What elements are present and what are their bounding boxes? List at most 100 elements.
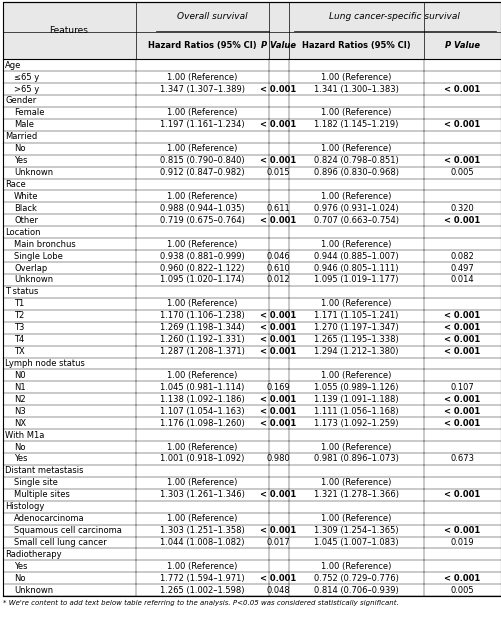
Text: 0.611: 0.611 [266,204,290,213]
Text: < 0.001: < 0.001 [443,216,480,225]
Text: < 0.001: < 0.001 [260,526,296,535]
Text: < 0.001: < 0.001 [443,323,480,332]
Text: 1.303 (1.261–1.346): 1.303 (1.261–1.346) [159,490,244,499]
Text: Histology: Histology [5,502,44,511]
Text: 1.00 (Reference): 1.00 (Reference) [166,478,237,487]
Text: 0.005: 0.005 [450,168,473,177]
Text: 0.082: 0.082 [450,252,473,260]
Text: 0.673: 0.673 [450,454,473,464]
Text: 1.260 (1.192–1.331): 1.260 (1.192–1.331) [159,335,244,344]
Text: Yes: Yes [14,454,28,464]
Text: Small cell lung cancer: Small cell lung cancer [14,538,107,547]
Text: 1.00 (Reference): 1.00 (Reference) [321,442,391,452]
Text: 1.00 (Reference): 1.00 (Reference) [321,562,391,571]
Text: < 0.001: < 0.001 [443,85,480,93]
Text: 0.014: 0.014 [450,275,473,285]
Text: 1.321 (1.278–1.366): 1.321 (1.278–1.366) [313,490,398,499]
Text: ≤65 y: ≤65 y [14,73,39,82]
Text: 1.303 (1.251–1.358): 1.303 (1.251–1.358) [159,526,244,535]
Text: 1.00 (Reference): 1.00 (Reference) [321,192,391,201]
Text: Yes: Yes [14,562,28,571]
Text: 1.347 (1.307–1.389): 1.347 (1.307–1.389) [159,85,244,93]
Text: Male: Male [14,120,34,130]
Text: Features: Features [50,26,88,35]
Text: Age: Age [5,60,22,70]
Text: 1.00 (Reference): 1.00 (Reference) [166,562,237,571]
Text: 0.610: 0.610 [266,264,290,272]
Text: 1.00 (Reference): 1.00 (Reference) [321,514,391,523]
Text: No: No [14,574,26,583]
Text: 1.00 (Reference): 1.00 (Reference) [321,108,391,117]
Text: < 0.001: < 0.001 [260,490,296,499]
Text: 0.012: 0.012 [266,275,290,285]
Text: 0.824 (0.798–0.851): 0.824 (0.798–0.851) [314,156,398,165]
Text: Single Lobe: Single Lobe [14,252,63,260]
Text: 0.019: 0.019 [450,538,473,547]
Text: 0.946 (0.805–1.111): 0.946 (0.805–1.111) [314,264,398,272]
Text: < 0.001: < 0.001 [260,85,296,93]
Text: Location: Location [5,228,41,237]
Text: 1.00 (Reference): 1.00 (Reference) [321,240,391,249]
Text: Yes: Yes [14,156,28,165]
Text: < 0.001: < 0.001 [260,407,296,416]
Text: Adenocarcinoma: Adenocarcinoma [14,514,85,523]
Text: 0.814 (0.706–0.939): 0.814 (0.706–0.939) [314,586,398,595]
Text: 1.138 (1.092–1.186): 1.138 (1.092–1.186) [159,395,244,404]
Text: NX: NX [14,419,26,427]
Text: Other: Other [14,216,38,225]
Text: 1.00 (Reference): 1.00 (Reference) [166,240,237,249]
Text: 0.320: 0.320 [450,204,473,213]
Text: < 0.001: < 0.001 [443,312,480,320]
Text: 1.294 (1.212–1.380): 1.294 (1.212–1.380) [314,347,398,356]
Text: 1.197 (1.161–1.234): 1.197 (1.161–1.234) [159,120,244,130]
Text: 0.046: 0.046 [266,252,290,260]
Text: 1.772 (1.594–1.971): 1.772 (1.594–1.971) [159,574,244,583]
Text: Lymph node status: Lymph node status [5,359,85,368]
Text: P Value: P Value [444,41,479,50]
Text: 1.095 (1.019–1.177): 1.095 (1.019–1.177) [314,275,398,285]
Text: T4: T4 [14,335,24,344]
Text: 0.048: 0.048 [266,586,290,595]
Text: < 0.001: < 0.001 [260,312,296,320]
Text: < 0.001: < 0.001 [260,395,296,404]
Text: < 0.001: < 0.001 [443,419,480,427]
Text: 1.00 (Reference): 1.00 (Reference) [166,144,237,153]
Text: Female: Female [14,108,45,117]
Text: * We're content to add text below table referring to the analysis. P<0.05 was co: * We're content to add text below table … [3,600,397,606]
Text: With M1a: With M1a [5,430,44,440]
Text: Distant metastasis: Distant metastasis [5,467,83,475]
Text: 0.988 (0.944–1.035): 0.988 (0.944–1.035) [159,204,244,213]
Text: 0.896 (0.830–0.968): 0.896 (0.830–0.968) [313,168,398,177]
Text: Married: Married [5,132,37,141]
Text: 0.497: 0.497 [450,264,473,272]
Text: 1.265 (1.195–1.338): 1.265 (1.195–1.338) [314,335,398,344]
Text: 1.001 (0.918–1.092): 1.001 (0.918–1.092) [159,454,244,464]
Text: < 0.001: < 0.001 [443,526,480,535]
Text: 1.171 (1.105–1.241): 1.171 (1.105–1.241) [314,312,398,320]
Text: 1.00 (Reference): 1.00 (Reference) [166,442,237,452]
Text: 0.169: 0.169 [266,383,290,392]
Text: T1: T1 [14,299,24,308]
Text: 0.960 (0.822–1.122): 0.960 (0.822–1.122) [159,264,244,272]
Text: N0: N0 [14,371,26,380]
Text: 0.944 (0.885–1.007): 0.944 (0.885–1.007) [314,252,398,260]
Text: 1.182 (1.145–1.219): 1.182 (1.145–1.219) [314,120,398,130]
Text: 1.00 (Reference): 1.00 (Reference) [166,514,237,523]
Text: Gender: Gender [5,97,36,105]
Text: 1.00 (Reference): 1.00 (Reference) [321,144,391,153]
Text: 1.00 (Reference): 1.00 (Reference) [321,478,391,487]
Text: 1.055 (0.989–1.126): 1.055 (0.989–1.126) [314,383,398,392]
Text: 1.287 (1.208–1.371): 1.287 (1.208–1.371) [159,347,244,356]
Text: >65 y: >65 y [14,85,39,93]
Text: < 0.001: < 0.001 [260,156,296,165]
Text: < 0.001: < 0.001 [260,419,296,427]
Text: 1.309 (1.254–1.365): 1.309 (1.254–1.365) [314,526,398,535]
Text: < 0.001: < 0.001 [260,120,296,130]
Text: 1.00 (Reference): 1.00 (Reference) [166,192,237,201]
Text: < 0.001: < 0.001 [443,156,480,165]
Text: < 0.001: < 0.001 [443,120,480,130]
Text: < 0.001: < 0.001 [260,574,296,583]
Text: < 0.001: < 0.001 [443,395,480,404]
Text: 1.269 (1.198–1.344): 1.269 (1.198–1.344) [159,323,244,332]
Text: 1.00 (Reference): 1.00 (Reference) [166,371,237,380]
